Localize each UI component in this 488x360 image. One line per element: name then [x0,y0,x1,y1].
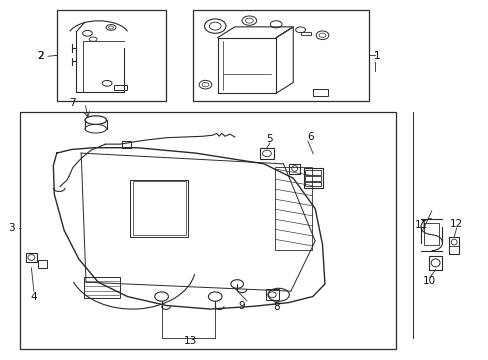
Bar [304,168,322,188]
Bar [448,237,458,253]
Text: 13: 13 [184,336,197,346]
Bar [20,112,395,348]
Bar [312,89,328,96]
Bar [133,181,185,234]
Bar [57,10,166,101]
Bar [193,10,368,101]
Bar [38,260,47,268]
Text: 12: 12 [449,219,462,229]
Text: 11: 11 [413,220,427,230]
Bar [130,180,188,237]
Text: 1: 1 [373,51,380,61]
Bar [428,256,442,270]
Text: 4: 4 [30,292,37,302]
Text: 9: 9 [238,301,245,311]
Text: 5: 5 [266,134,273,144]
Text: 2: 2 [37,51,44,61]
Bar [26,253,37,262]
Bar [305,176,321,181]
Bar [305,170,321,175]
Text: 10: 10 [423,276,435,286]
Text: 6: 6 [306,132,313,142]
Bar [83,277,120,298]
Bar [266,289,278,300]
Bar [300,32,311,35]
Bar [289,163,300,174]
Text: 7: 7 [69,98,76,108]
Bar [275,167,311,250]
Text: 2: 2 [37,51,44,61]
Text: 1: 1 [373,51,380,61]
Bar [260,148,273,159]
Bar [122,141,131,148]
Bar [305,182,321,186]
Text: 8: 8 [272,302,279,312]
Text: 3: 3 [8,224,15,233]
Bar [423,223,438,244]
Bar [114,85,126,90]
